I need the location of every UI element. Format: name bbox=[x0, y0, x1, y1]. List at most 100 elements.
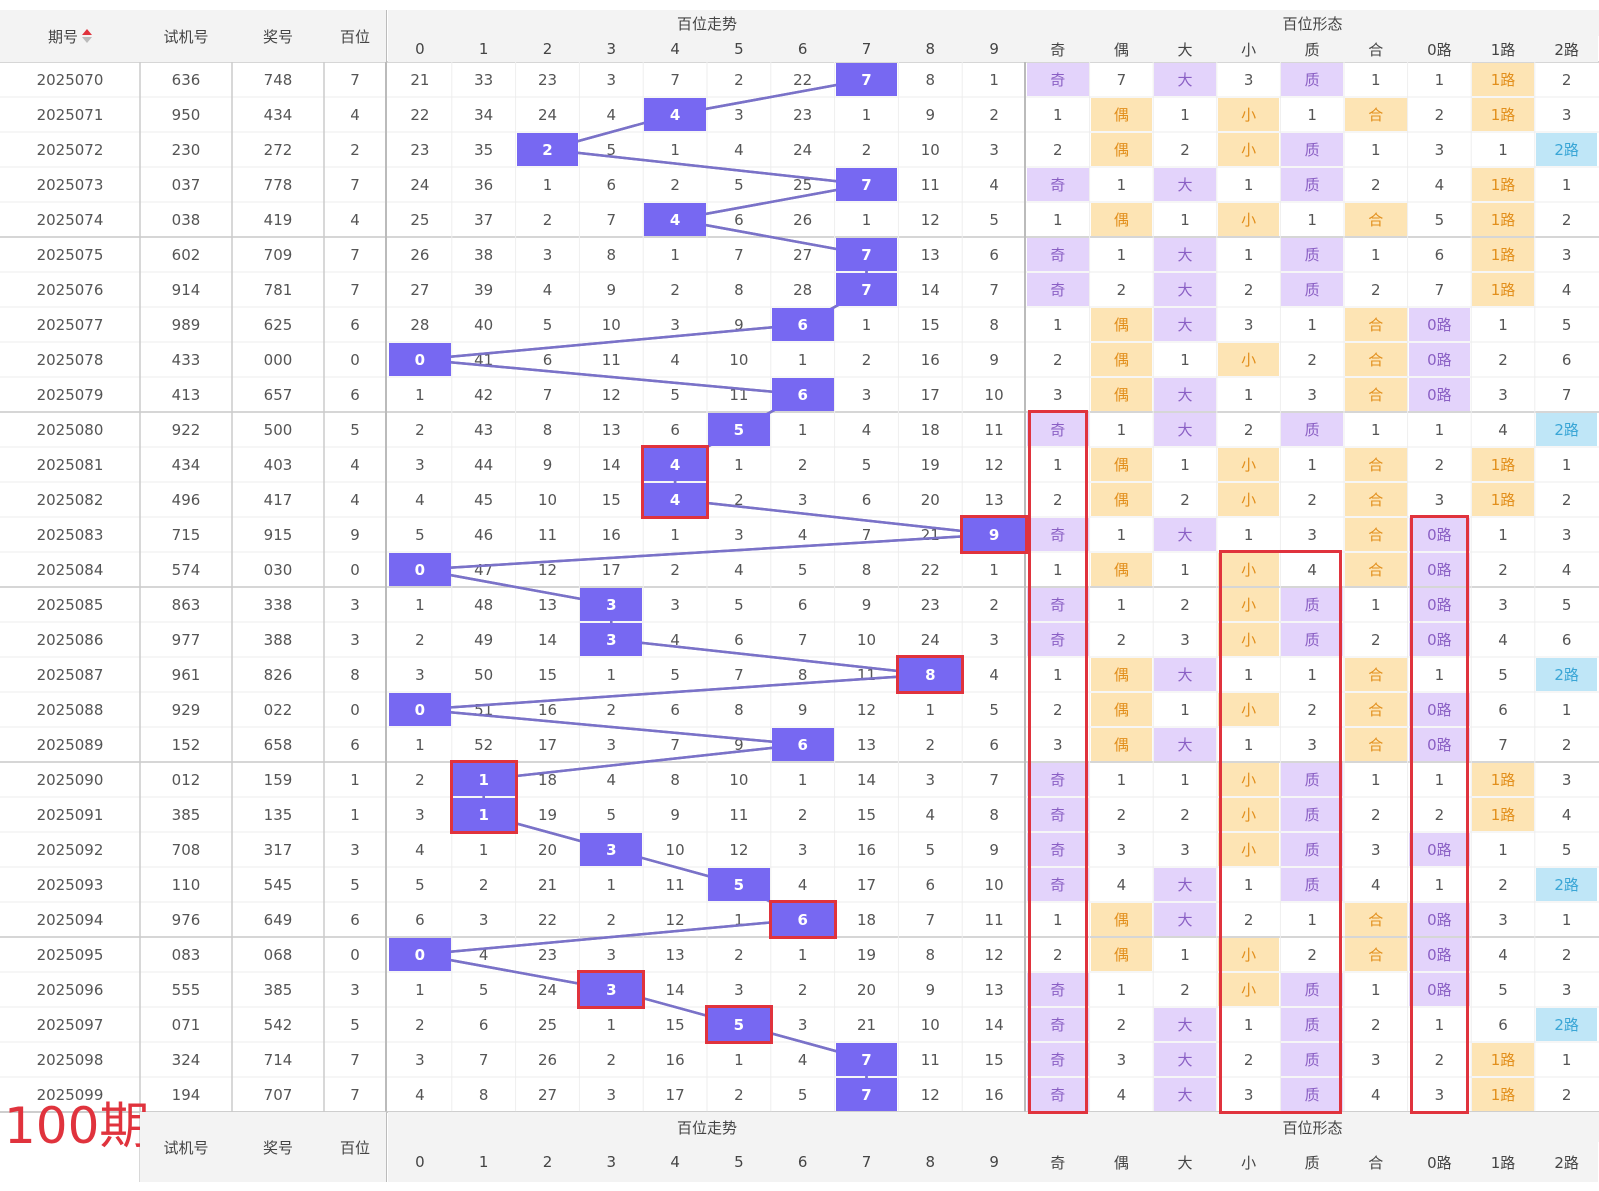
form-cell: 质 bbox=[1281, 623, 1343, 656]
miss-cell: 33 bbox=[474, 70, 494, 89]
miss-cell: 12 bbox=[984, 455, 1004, 474]
period-cell: 2025099 bbox=[36, 1085, 104, 1104]
miss-cell: 2 bbox=[606, 1050, 617, 1069]
trial-cell: 555 bbox=[171, 980, 201, 999]
form-cell: 质 bbox=[1281, 833, 1343, 866]
form-cell: 奇 bbox=[1027, 623, 1089, 656]
form-cell: 1路 bbox=[1472, 763, 1534, 796]
miss-cell: 9 bbox=[734, 315, 744, 334]
miss-cell: 9 bbox=[989, 350, 999, 369]
form-cell: 质 bbox=[1281, 413, 1343, 446]
form-cell: 大 bbox=[1154, 1008, 1216, 1041]
col-header-period[interactable]: 期号 bbox=[0, 10, 140, 62]
form-cell: 1 bbox=[1561, 455, 1572, 474]
miss-cell: 14 bbox=[984, 1015, 1004, 1034]
form-cell: 奇 bbox=[1027, 763, 1089, 796]
miss-cell: 1 bbox=[797, 350, 808, 369]
miss-cell: 3 bbox=[797, 1015, 808, 1034]
form-cell: 1 bbox=[1371, 595, 1381, 614]
form-cell: 3 bbox=[1053, 735, 1063, 754]
miss-cell: 16 bbox=[984, 1085, 1004, 1104]
form-cell: 2 bbox=[1243, 910, 1254, 929]
form-cell: 偶 bbox=[1090, 343, 1153, 376]
form-header-3: 小 bbox=[1216, 36, 1281, 62]
miss-cell: 27 bbox=[537, 1085, 558, 1104]
footer-group-trend: 百位走势 bbox=[388, 1112, 1026, 1142]
period-cell: 2025082 bbox=[36, 490, 104, 509]
miss-cell: 7 bbox=[989, 280, 999, 299]
form-cell: 1路 bbox=[1472, 273, 1534, 306]
miss-cell: 17 bbox=[601, 560, 621, 579]
form-cell: 3 bbox=[1434, 490, 1445, 509]
miss-cell: 11 bbox=[729, 805, 749, 824]
form-cell: 1 bbox=[1498, 140, 1508, 159]
prize-cell: 388 bbox=[263, 630, 293, 649]
miss-cell: 5 bbox=[989, 210, 999, 229]
digit-header-4: 4 bbox=[643, 36, 707, 62]
form-cell: 2 bbox=[1434, 455, 1445, 474]
form-cell: 3 bbox=[1434, 140, 1445, 159]
miss-cell: 25 bbox=[410, 210, 430, 229]
form-cell: 1 bbox=[1243, 385, 1254, 404]
form-cell: 1路 bbox=[1472, 483, 1534, 516]
miss-cell: 20 bbox=[856, 980, 877, 999]
hit-cell: 1 bbox=[452, 798, 515, 831]
hit-cell: 7 bbox=[835, 168, 898, 201]
miss-cell: 26 bbox=[793, 210, 813, 229]
miss-cell: 6 bbox=[670, 420, 680, 439]
sort-icon[interactable] bbox=[82, 29, 92, 43]
footer-digit-9: 9 bbox=[962, 1142, 1026, 1182]
miss-cell: 10 bbox=[984, 875, 1004, 894]
miss-cell: 1 bbox=[797, 945, 808, 964]
miss-cell: 1 bbox=[670, 245, 680, 264]
miss-cell: 18 bbox=[537, 770, 558, 789]
hit-cell: 5 bbox=[708, 1008, 770, 1041]
hundred-cell: 3 bbox=[350, 840, 360, 859]
form-cell: 1 bbox=[1561, 910, 1572, 929]
miss-cell: 6 bbox=[670, 700, 680, 719]
miss-cell: 4 bbox=[670, 350, 680, 369]
form-cell: 1 bbox=[1561, 175, 1572, 194]
miss-cell: 8 bbox=[670, 770, 680, 789]
miss-cell: 4 bbox=[861, 420, 872, 439]
miss-cell: 3 bbox=[415, 805, 425, 824]
miss-cell: 12 bbox=[920, 1085, 940, 1104]
miss-cell: 2 bbox=[415, 1015, 425, 1034]
miss-cell: 15 bbox=[984, 1050, 1004, 1069]
period-count-tag: 100期 bbox=[4, 1097, 150, 1155]
miss-cell: 3 bbox=[989, 630, 999, 649]
form-cell: 4 bbox=[1371, 875, 1381, 894]
form-cell: 质 bbox=[1281, 273, 1343, 306]
miss-cell: 22 bbox=[410, 105, 430, 124]
form-cell: 0路 bbox=[1408, 728, 1471, 761]
miss-cell: 1 bbox=[797, 420, 808, 439]
form-cell: 4 bbox=[1116, 875, 1127, 894]
miss-cell: 10 bbox=[601, 315, 621, 334]
form-cell: 7 bbox=[1116, 70, 1127, 89]
form-cell: 0路 bbox=[1408, 623, 1471, 656]
trial-cell: 110 bbox=[171, 875, 201, 894]
miss-cell: 41 bbox=[474, 350, 494, 369]
form-cell: 小 bbox=[1217, 588, 1280, 621]
hit-cell: 7 bbox=[835, 1078, 898, 1111]
miss-cell: 3 bbox=[861, 385, 872, 404]
miss-cell: 1 bbox=[415, 385, 425, 404]
miss-cell: 13 bbox=[665, 945, 685, 964]
form-cell: 1 bbox=[1116, 420, 1127, 439]
miss-cell: 15 bbox=[537, 665, 558, 684]
hundred-cell: 9 bbox=[350, 525, 360, 544]
miss-cell: 23 bbox=[410, 140, 430, 159]
miss-cell: 15 bbox=[856, 805, 877, 824]
form-cell: 小 bbox=[1217, 98, 1280, 131]
miss-cell: 44 bbox=[474, 455, 494, 474]
form-cell: 5 bbox=[1561, 315, 1572, 334]
prize-cell: 338 bbox=[263, 595, 293, 614]
miss-cell: 13 bbox=[856, 735, 877, 754]
form-cell: 1 bbox=[1307, 455, 1317, 474]
miss-cell: 1 bbox=[734, 455, 744, 474]
miss-cell: 15 bbox=[920, 315, 940, 334]
miss-cell: 13 bbox=[601, 420, 621, 439]
miss-cell: 3 bbox=[415, 455, 425, 474]
miss-cell: 17 bbox=[856, 875, 877, 894]
